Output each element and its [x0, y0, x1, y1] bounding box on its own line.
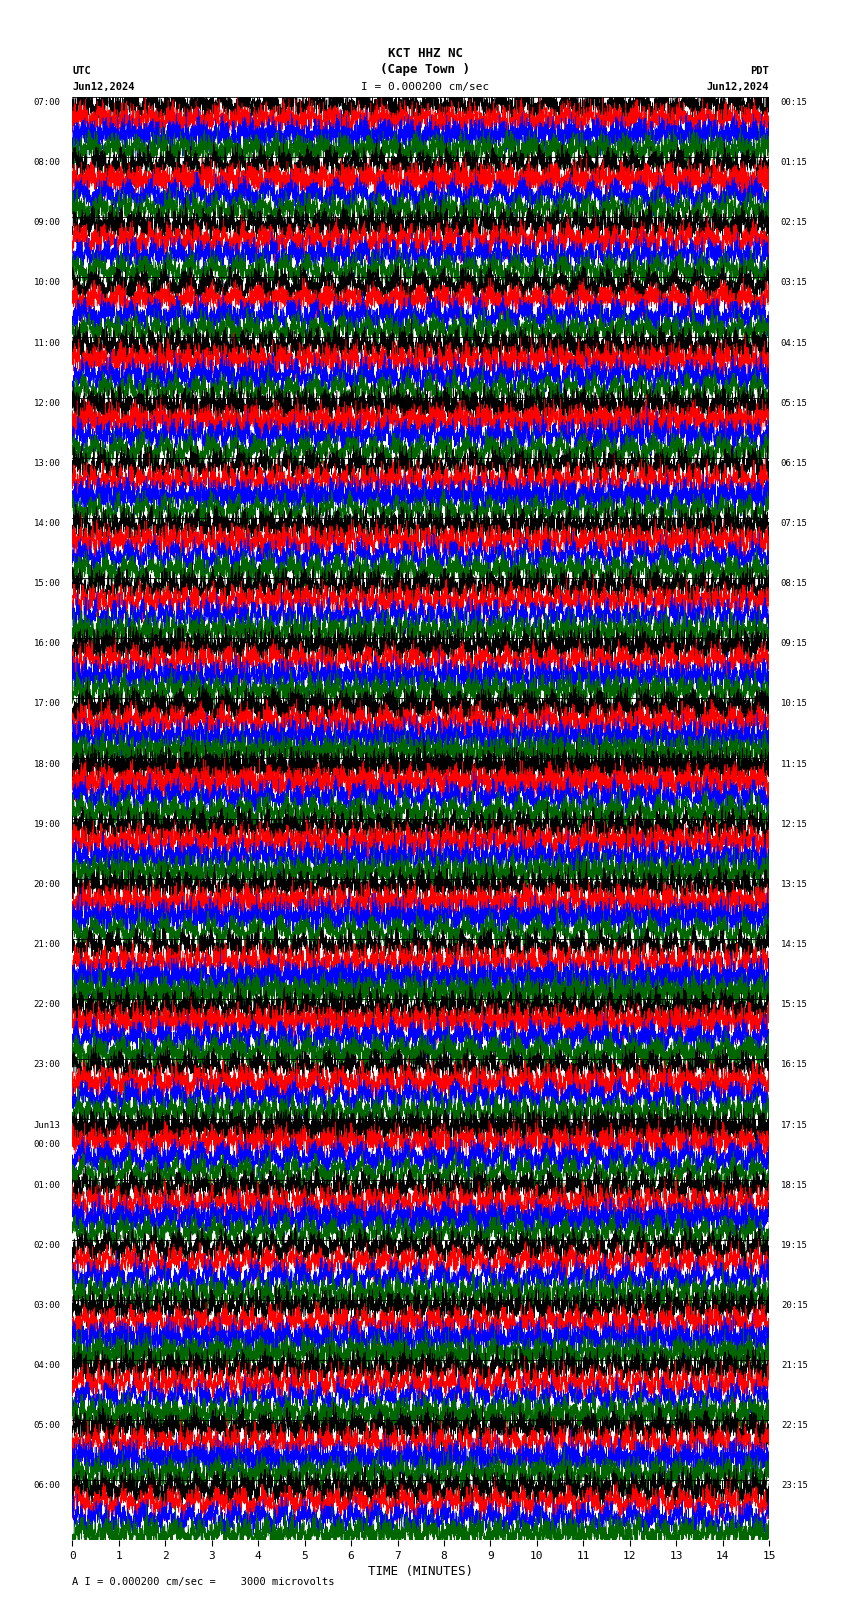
Text: 14:00: 14:00	[34, 519, 60, 527]
Text: 21:15: 21:15	[781, 1361, 807, 1369]
Text: 16:00: 16:00	[34, 639, 60, 648]
Text: 16:15: 16:15	[781, 1060, 807, 1069]
Text: 15:00: 15:00	[34, 579, 60, 589]
Text: Jun13: Jun13	[34, 1121, 60, 1129]
Text: 06:00: 06:00	[34, 1481, 60, 1490]
Text: PDT: PDT	[751, 66, 769, 76]
Text: 03:00: 03:00	[34, 1302, 60, 1310]
X-axis label: TIME (MINUTES): TIME (MINUTES)	[368, 1565, 473, 1578]
Text: 04:15: 04:15	[781, 339, 807, 347]
Text: 22:00: 22:00	[34, 1000, 60, 1010]
Text: 22:15: 22:15	[781, 1421, 807, 1431]
Text: 05:00: 05:00	[34, 1421, 60, 1431]
Text: 13:15: 13:15	[781, 881, 807, 889]
Text: 01:00: 01:00	[34, 1181, 60, 1190]
Text: 10:00: 10:00	[34, 279, 60, 287]
Text: 00:15: 00:15	[781, 98, 807, 106]
Text: 18:15: 18:15	[781, 1181, 807, 1190]
Text: 23:00: 23:00	[34, 1060, 60, 1069]
Text: Jun12,2024: Jun12,2024	[72, 82, 135, 92]
Text: 05:15: 05:15	[781, 398, 807, 408]
Text: 11:15: 11:15	[781, 760, 807, 769]
Text: 13:00: 13:00	[34, 458, 60, 468]
Text: 10:15: 10:15	[781, 700, 807, 708]
Text: I = 0.000200 cm/sec: I = 0.000200 cm/sec	[361, 82, 489, 92]
Text: 18:00: 18:00	[34, 760, 60, 769]
Text: 23:15: 23:15	[781, 1481, 807, 1490]
Text: (Cape Town ): (Cape Town )	[380, 63, 470, 76]
Text: A I = 0.000200 cm/sec =    3000 microvolts: A I = 0.000200 cm/sec = 3000 microvolts	[72, 1578, 335, 1587]
Text: 00:00: 00:00	[34, 1140, 60, 1150]
Text: 06:15: 06:15	[781, 458, 807, 468]
Text: 19:00: 19:00	[34, 819, 60, 829]
Text: 17:15: 17:15	[781, 1121, 807, 1129]
Text: 04:00: 04:00	[34, 1361, 60, 1369]
Text: KCT HHZ NC: KCT HHZ NC	[388, 47, 462, 60]
Text: 19:15: 19:15	[781, 1240, 807, 1250]
Text: 17:00: 17:00	[34, 700, 60, 708]
Text: 14:15: 14:15	[781, 940, 807, 948]
Text: 20:15: 20:15	[781, 1302, 807, 1310]
Text: 12:15: 12:15	[781, 819, 807, 829]
Text: 03:15: 03:15	[781, 279, 807, 287]
Text: UTC: UTC	[72, 66, 91, 76]
Text: 21:00: 21:00	[34, 940, 60, 948]
Text: Jun12,2024: Jun12,2024	[706, 82, 769, 92]
Text: 12:00: 12:00	[34, 398, 60, 408]
Text: 11:00: 11:00	[34, 339, 60, 347]
Text: 08:15: 08:15	[781, 579, 807, 589]
Text: 20:00: 20:00	[34, 881, 60, 889]
Text: 09:00: 09:00	[34, 218, 60, 227]
Text: 01:15: 01:15	[781, 158, 807, 168]
Text: 08:00: 08:00	[34, 158, 60, 168]
Text: 02:15: 02:15	[781, 218, 807, 227]
Text: 07:00: 07:00	[34, 98, 60, 106]
Text: 02:00: 02:00	[34, 1240, 60, 1250]
Text: 07:15: 07:15	[781, 519, 807, 527]
Text: 09:15: 09:15	[781, 639, 807, 648]
Text: 15:15: 15:15	[781, 1000, 807, 1010]
